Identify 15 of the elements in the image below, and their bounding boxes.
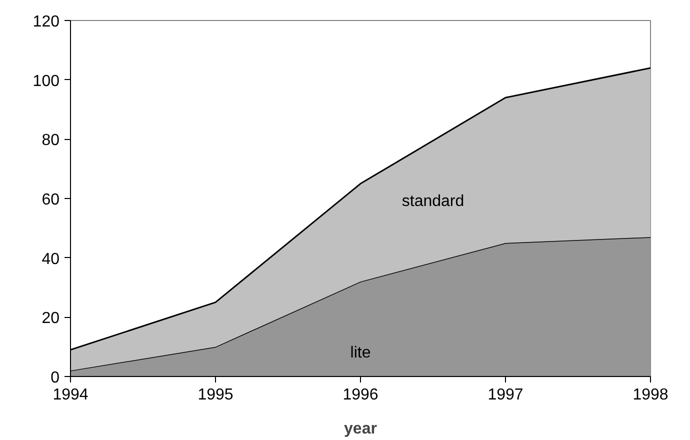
y-tick-label: 120 [32, 14, 60, 30]
x-tick-label: 1997 [488, 386, 524, 404]
x-tick-label: 1995 [198, 386, 234, 404]
y-tick-label: 0 [50, 370, 60, 386]
y-tick-label: 20 [42, 310, 60, 328]
x-axis-title: year [344, 420, 377, 438]
y-tick-label: 60 [42, 192, 60, 208]
x-tick-label: 1994 [52, 386, 88, 404]
x-tick-label: 1998 [632, 386, 668, 404]
y-tick-label: 80 [42, 132, 60, 150]
x-tick-label: 1996 [342, 386, 378, 404]
y-tick-label: 100 [32, 72, 60, 90]
series-label: standard [402, 192, 464, 210]
series-label: lite [350, 344, 371, 362]
y-tick-label: 40 [42, 250, 60, 268]
